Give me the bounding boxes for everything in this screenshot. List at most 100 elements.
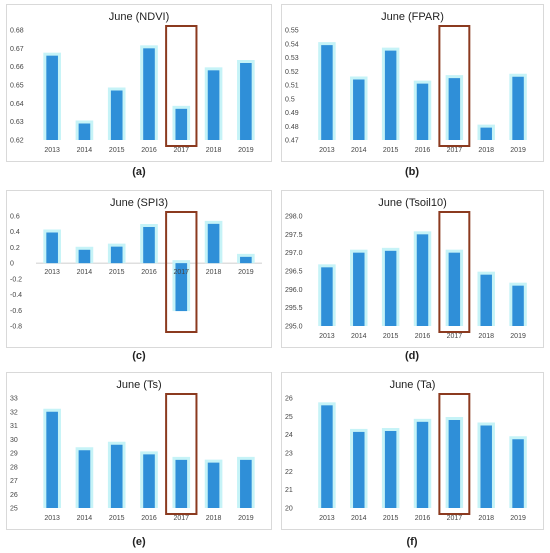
x-tick-label: 2018 [478,515,494,522]
x-tick-label: 2014 [77,269,93,276]
bar-2014 [353,79,365,140]
x-tick-label: 2013 [319,333,335,340]
caption-c: (c) [132,350,146,362]
x-tick-label: 2015 [109,269,125,276]
bar-2014 [78,249,91,264]
y-tick-label: 298.0 [285,214,303,221]
chart-svg-c: June (SPI3) -0.8 -0.6 -0.4 -0.2 0 0.2 0.4 0.6 201… [6,190,272,348]
y-tick-label: 24 [285,432,293,439]
y-tick-label: 297.5 [285,232,303,239]
y-tick-label: 0.5 [285,96,295,103]
y-tick-label: 0.48 [285,124,299,131]
y-tick-label: 0.62 [10,138,24,145]
x-tick-label: 2019 [238,147,254,154]
x-tick-label: 2015 [383,333,399,340]
bar-2014 [78,123,91,140]
chart-svg-a: June (NDVI) 0.62 0.63 0.64 0.65 0.66 0.67 0.68 2… [6,4,272,162]
x-tick-label: 2014 [77,515,93,522]
x-tick-label: 2018 [478,147,494,154]
bar-2019 [240,63,252,140]
bar-2016 [416,83,429,140]
bar-2015 [110,444,123,508]
bar-2014 [353,431,365,508]
highlight-box-2017 [438,211,471,333]
bar-2018 [480,425,492,508]
y-tick-label: 295.5 [285,305,303,312]
y-tick-label: -0.2 [10,276,22,283]
y-tick-label: 0.49 [285,110,299,117]
x-tick-label: 2014 [351,147,367,154]
caption-f: (f) [406,536,418,548]
bar-2019 [512,285,524,326]
bar-2014 [78,450,91,508]
chart-panel-a: June (NDVI) 0.62 0.63 0.64 0.65 0.66 0.67 0.68 2… [6,4,272,162]
chart-panel-c: June (SPI3) -0.8 -0.6 -0.4 -0.2 0 0.2 0.4 0.6 201… [6,190,272,348]
x-tick-label: 2015 [383,515,399,522]
y-tick-label: 25 [10,506,18,513]
y-tick-label: -0.8 [10,324,22,331]
highlight-box-2017 [438,25,471,147]
x-tick-label: 2017 [447,333,463,340]
y-tick-label: 0.54 [285,41,299,48]
x-tick-label: 2013 [44,515,60,522]
y-tick-label: 23 [285,451,293,458]
y-tick-label: 0.65 [10,83,24,90]
bar-2019 [512,76,524,140]
x-tick-label: 2013 [44,269,60,276]
bar-2017 [175,108,188,140]
x-tick-label: 2013 [44,147,60,154]
y-tick-label: 0.66 [10,64,24,71]
bar-2013 [46,55,58,140]
bar-2016 [416,421,429,508]
bar-2018 [480,274,492,326]
bar-2013 [46,411,58,508]
x-tick-label: 2018 [206,269,222,276]
y-tick-label: 0.2 [10,245,20,252]
bar-2019 [240,459,252,508]
x-tick-label: 2016 [141,147,157,154]
y-tick-label: 22 [285,469,293,476]
x-tick-label: 2014 [77,147,93,154]
caption-b: (b) [404,166,420,178]
bar-2014 [353,252,365,326]
bar-2017 [175,459,188,508]
chart-panel-b: June (FPAR) 0.47 0.48 0.49 0.5 0.51 0.52 0.53 0.… [281,4,544,162]
y-tick-label: 0.47 [285,138,299,145]
x-tick-label: 2019 [238,515,254,522]
x-tick-label: 2016 [141,269,157,276]
chart-svg-e: June (Ts) 25 26 27 28 29 30 31 32 33 2013 2014 2015 2… [6,372,272,530]
y-tick-label: 29 [10,451,18,458]
y-tick-label: 26 [285,396,293,403]
bar-2013 [321,405,333,508]
chart-title: June (SPI3) [110,197,168,209]
y-tick-label: 0.64 [10,101,24,108]
bar-2018 [207,462,220,508]
bar-2018 [480,127,492,140]
y-tick-label: 296.5 [285,269,303,276]
y-tick-label: -0.6 [10,308,22,315]
bar-2018 [207,70,220,140]
y-tick-label: 28 [10,464,18,471]
y-tick-label: 0.53 [285,55,299,62]
bar-2015 [384,431,397,508]
chart-svg-f: June (Ta) 20 21 22 23 24 25 26 2013 2014 2015 2016 2… [281,372,544,530]
y-tick-label: 0.51 [285,83,299,90]
x-tick-label: 2019 [510,147,526,154]
bar-2017 [448,252,461,326]
x-tick-label: 2016 [415,333,431,340]
y-tick-label: 0.55 [285,28,299,35]
y-tick-label: 25 [285,414,293,421]
bar-2019 [240,256,252,264]
x-tick-label: 2016 [415,147,431,154]
y-tick-label: 0.67 [10,46,24,53]
x-tick-label: 2017 [173,269,189,276]
x-tick-label: 2018 [206,515,222,522]
bar-2016 [143,227,155,264]
bar-2016 [143,454,155,508]
y-tick-label: 21 [285,487,293,494]
bar-2017 [448,420,461,508]
x-tick-label: 2015 [109,515,125,522]
bar-2018 [207,223,220,264]
y-tick-label: 30 [10,437,18,444]
chart-frame [6,190,272,348]
